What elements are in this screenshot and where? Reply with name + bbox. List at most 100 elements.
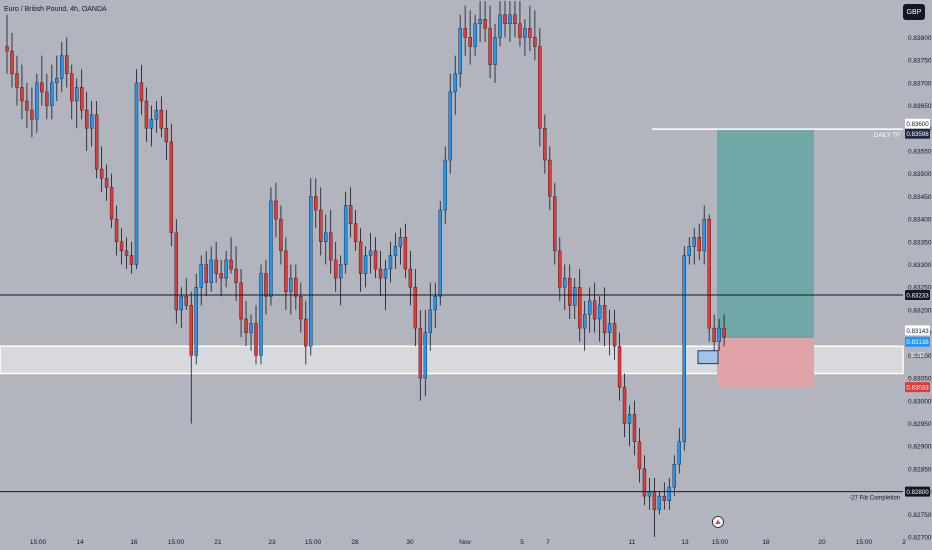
candle-body — [219, 273, 223, 279]
candle — [543, 114, 547, 174]
candle-body — [109, 187, 114, 220]
candle-body — [662, 495, 667, 501]
candle-body — [523, 28, 527, 38]
candle-body — [702, 218, 706, 252]
price-tick-label: 0.83000 — [908, 398, 932, 405]
candle-body — [503, 14, 507, 25]
level-upper-price-label[interactable]: 0.83233 — [905, 289, 930, 300]
candle — [15, 55, 19, 106]
tp-top-label-bg — [905, 118, 930, 129]
daily-tp-price-label[interactable]: 0.83598 — [905, 128, 930, 139]
time-tick-label: 20 — [818, 539, 826, 546]
candle — [244, 300, 248, 347]
candle — [79, 69, 84, 120]
candle-body — [657, 495, 662, 510]
candle — [284, 237, 288, 310]
candle-body — [35, 82, 39, 120]
candle — [55, 55, 59, 102]
candle-body — [647, 491, 652, 497]
candle-body — [269, 200, 273, 297]
candle — [25, 82, 29, 129]
candle — [363, 246, 368, 288]
candle-body — [383, 268, 388, 279]
candle — [597, 296, 602, 342]
fib-price-label[interactable]: 0.82800 — [905, 486, 930, 497]
candle — [518, 1, 522, 47]
time-tick-label: 15:00 — [168, 539, 185, 546]
time-tick-label: Nov — [459, 539, 471, 546]
candle-body — [234, 268, 238, 283]
time-tick-label: 15:00 — [30, 539, 47, 546]
candle — [707, 214, 711, 342]
candle-body — [483, 19, 487, 29]
candle-body — [363, 255, 368, 274]
candle-body — [139, 82, 144, 102]
candle-body — [508, 14, 512, 25]
time-jump-icon[interactable] — [712, 516, 724, 528]
candle — [179, 287, 184, 329]
candle — [388, 241, 393, 283]
candle-body — [418, 327, 423, 379]
target-zone[interactable] — [717, 129, 814, 339]
candle-body — [548, 159, 552, 197]
candle — [159, 96, 164, 138]
candle — [184, 278, 188, 310]
candle — [538, 28, 542, 147]
candle-body — [568, 277, 572, 306]
candle — [84, 91, 89, 151]
candle — [468, 10, 472, 65]
candle — [582, 300, 587, 351]
candle — [229, 237, 233, 274]
time-tick-label: 23 — [268, 539, 276, 546]
candle-body — [309, 196, 313, 347]
candle — [294, 264, 298, 310]
time-tick-label: 18 — [762, 539, 770, 546]
candle — [219, 259, 223, 297]
candle-body — [627, 414, 632, 424]
candle — [647, 477, 652, 510]
candle-body — [388, 255, 393, 270]
entry-price-label[interactable]: 0.83138 — [905, 336, 930, 347]
price-tick-label: 0.83750 — [908, 58, 932, 65]
candle-body — [279, 218, 283, 252]
price-tick-label: 0.83500 — [908, 171, 932, 178]
candle — [319, 187, 323, 256]
candle — [70, 64, 74, 120]
candle — [299, 282, 303, 333]
candle-body — [75, 87, 79, 102]
candle-body — [453, 73, 457, 93]
time-tick-label: 7 — [546, 539, 550, 546]
candle-body — [89, 114, 94, 129]
candle — [602, 287, 607, 347]
stop-zone[interactable] — [717, 338, 814, 388]
candle-body — [493, 37, 497, 65]
candle — [563, 264, 567, 310]
candle — [722, 314, 726, 347]
candle-body — [79, 87, 84, 111]
candle-body — [65, 55, 69, 74]
candle-body — [408, 268, 413, 288]
candle — [378, 250, 383, 297]
candle-body — [348, 205, 353, 224]
candle-body — [652, 491, 657, 510]
candle-body — [154, 109, 159, 120]
candle — [204, 250, 208, 297]
candle — [687, 237, 691, 265]
candle-body — [428, 309, 432, 333]
candle-body — [553, 196, 557, 252]
tp-top-label[interactable]: 0.83600 — [905, 118, 930, 129]
current-price-label[interactable]: 0.83143 — [905, 325, 930, 336]
candle — [338, 255, 343, 306]
currency-badge[interactable]: GBP — [903, 4, 925, 20]
stop-price-label[interactable]: 0.83033 — [905, 382, 930, 393]
entry-marker[interactable] — [697, 350, 719, 365]
candle — [373, 237, 378, 279]
candle-body — [393, 246, 398, 256]
candle-body — [353, 223, 358, 243]
candle — [30, 87, 34, 138]
candle-body — [607, 323, 612, 333]
candle-body — [458, 28, 462, 74]
candle-body — [642, 468, 647, 497]
